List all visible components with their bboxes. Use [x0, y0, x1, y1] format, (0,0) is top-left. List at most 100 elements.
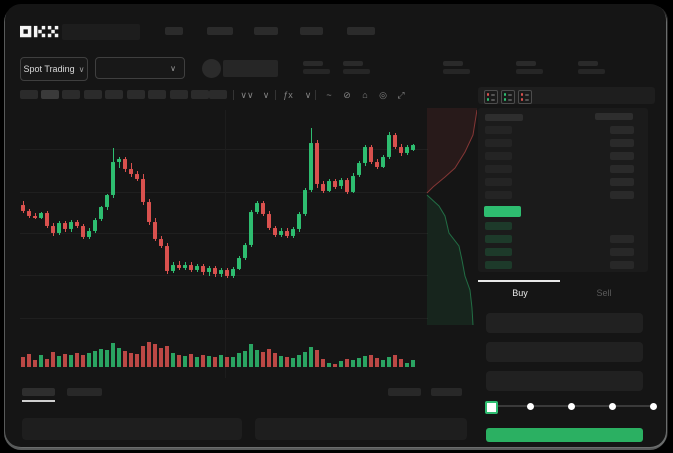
timeframe-button-3[interactable]: [62, 90, 80, 99]
volume-bar: [147, 341, 151, 367]
depth-asks-line: [426, 109, 477, 194]
ask-amount-placeholder: [610, 152, 634, 160]
chart-style-chevron-icon[interactable]: ∨: [262, 90, 270, 100]
candle-body: [279, 230, 283, 235]
fullscreen-icon[interactable]: ⤢: [397, 90, 405, 100]
amount-input[interactable]: [486, 342, 643, 362]
timeframe-button-4[interactable]: [84, 90, 102, 99]
orderbook-bid-row[interactable]: [478, 261, 648, 270]
nav-item-4[interactable]: [300, 27, 323, 35]
volume-bar: [369, 354, 373, 367]
compare-icon[interactable]: ~: [326, 90, 332, 100]
nav-item-3[interactable]: [254, 27, 278, 35]
candle-body: [315, 142, 319, 185]
okx-logo[interactable]: [20, 25, 60, 39]
snapshot-icon[interactable]: ⌂: [362, 90, 368, 100]
pair-selector[interactable]: ∨: [95, 57, 185, 79]
orderbook-panel: [478, 108, 648, 272]
orderbook-ask-row[interactable]: [478, 165, 648, 174]
chart-settings-icon[interactable]: ◎: [379, 90, 387, 100]
depth-chart[interactable]: [425, 108, 477, 325]
price-input[interactable]: [486, 313, 643, 333]
depth-bids-line: [426, 194, 474, 325]
volume-bar: [309, 347, 313, 367]
candle-body: [87, 230, 91, 238]
pair-avatar[interactable]: [202, 59, 221, 78]
timeframe-button-9[interactable]: [191, 90, 209, 99]
volume-bar: [249, 344, 253, 367]
orderbook-ask-row[interactable]: [478, 126, 648, 135]
bottom-action-placeholder-1[interactable]: [388, 388, 421, 396]
orderbook-bid-row[interactable]: [478, 222, 648, 231]
timeframe-button-5[interactable]: [105, 90, 123, 99]
volume-bar: [261, 352, 265, 367]
buy-submit-button[interactable]: [486, 428, 643, 442]
timeframe-button-2[interactable]: [41, 90, 59, 99]
toolbar-divider-2: [275, 90, 276, 100]
timeframe-button-6[interactable]: [127, 90, 145, 99]
indicators-icon[interactable]: ƒx: [283, 90, 293, 100]
volume-bar: [291, 358, 295, 367]
bottom-panel-right: [255, 418, 467, 440]
candle-body: [333, 181, 337, 187]
volume-bar: [39, 355, 43, 367]
header-search-placeholder[interactable]: [62, 24, 140, 40]
bid-price-placeholder: [485, 248, 512, 256]
slider-stop-4[interactable]: [608, 402, 616, 410]
volume-bar: [381, 359, 385, 367]
volume-bar: [351, 359, 355, 367]
candle-body: [153, 221, 157, 240]
volume-bar: [357, 357, 361, 367]
slider-stop-2[interactable]: [527, 402, 535, 410]
market-type-selector[interactable]: Spot Trading ∨: [20, 57, 88, 81]
total-input[interactable]: [486, 371, 643, 391]
orderbook-bid-row[interactable]: [478, 248, 648, 257]
timeframe-button-1[interactable]: [20, 90, 38, 99]
candle-body: [255, 203, 259, 212]
orderbook-ask-row[interactable]: [478, 152, 648, 161]
market-stat-5-label: [578, 61, 598, 66]
orderbook-bid-row[interactable]: [478, 235, 648, 244]
orderbook-bids-view-icon[interactable]: [501, 90, 515, 104]
candle-body: [99, 207, 103, 220]
volume-bar: [363, 356, 367, 367]
candle-body: [165, 245, 169, 272]
candle-body: [285, 230, 289, 236]
volume-bar: [57, 356, 61, 367]
volume-bar: [99, 348, 103, 367]
indicators-chevron-icon[interactable]: ∨: [304, 90, 312, 100]
orderbook-asks-view-icon[interactable]: [518, 90, 532, 104]
bottom-tab-history[interactable]: [67, 388, 102, 396]
timeframe-button-7[interactable]: [148, 90, 166, 99]
market-stat-2-label: [343, 61, 363, 66]
last-price-highlight[interactable]: [484, 206, 521, 217]
volume-bar: [237, 353, 241, 367]
slider-stop-5[interactable]: [649, 402, 657, 410]
drawing-tools-icon[interactable]: ⊘: [343, 90, 351, 100]
candle-body: [57, 222, 61, 233]
volume-bar: [285, 357, 289, 367]
volume-bar: [21, 356, 25, 367]
candle-body: [33, 216, 37, 219]
bottom-action-placeholder-2[interactable]: [431, 388, 462, 396]
orderbook-ask-row[interactable]: [478, 139, 648, 148]
chart-style-icon[interactable]: ∨∨: [240, 90, 254, 100]
volume-bar: [315, 350, 319, 367]
slider-handle-active[interactable]: [485, 401, 498, 414]
timeframe-button-8[interactable]: [170, 90, 188, 99]
nav-item-2[interactable]: [207, 27, 233, 35]
tab-buy[interactable]: Buy: [512, 288, 528, 298]
tab-sell[interactable]: Sell: [596, 288, 612, 298]
orderbook-ask-row[interactable]: [478, 191, 648, 200]
slider-stop-3[interactable]: [568, 402, 575, 410]
volume-bar: [87, 353, 91, 367]
nav-item-1[interactable]: [165, 27, 183, 35]
orderbook-ask-row[interactable]: [478, 178, 648, 187]
orderbook-split-view-icon[interactable]: [484, 90, 498, 104]
nav-item-5[interactable]: [347, 27, 375, 35]
timeframe-button-10[interactable]: [209, 90, 227, 99]
candlestick-chart[interactable]: [14, 108, 428, 380]
bottom-tab-orders[interactable]: [22, 388, 55, 396]
volume-bar: [51, 351, 55, 367]
candle-body: [201, 265, 205, 273]
